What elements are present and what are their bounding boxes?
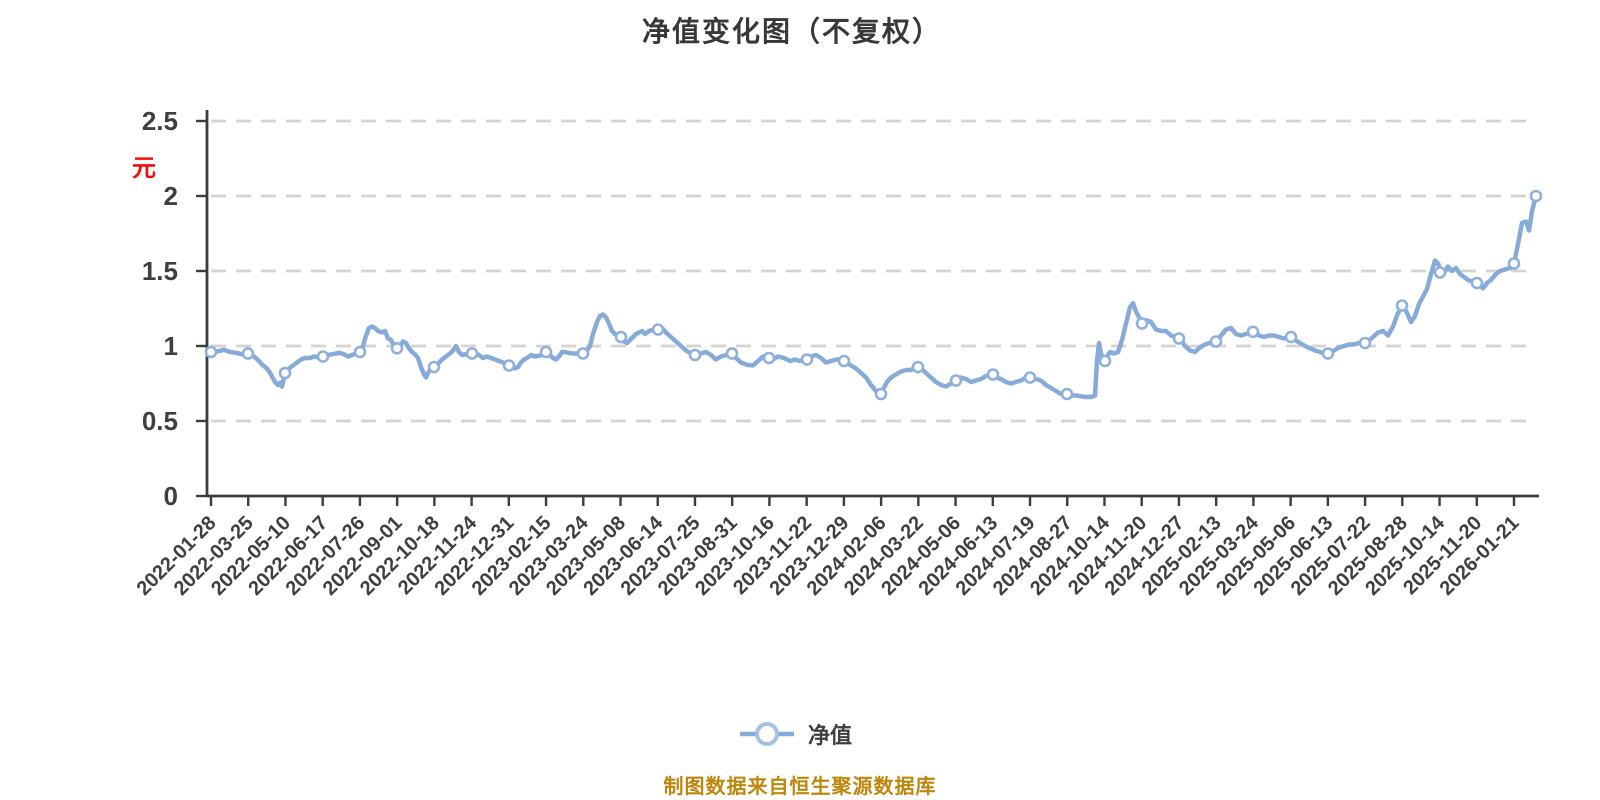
y-axis-unit-label: 元 bbox=[132, 155, 156, 182]
nav-marker bbox=[651, 323, 665, 336]
nav-marker bbox=[502, 359, 516, 372]
nav-marker bbox=[576, 347, 590, 360]
y-tick-label: 2 bbox=[164, 181, 178, 211]
nav-marker bbox=[986, 368, 1000, 381]
nav-marker bbox=[725, 347, 739, 360]
nav-marker bbox=[1098, 354, 1112, 368]
nav-marker bbox=[390, 341, 404, 355]
nav-marker bbox=[1470, 276, 1484, 290]
nav-marker bbox=[278, 366, 292, 380]
y-tick-label: 1.5 bbox=[142, 256, 178, 286]
nav-marker bbox=[204, 345, 218, 359]
y-tick-label: 2.5 bbox=[142, 106, 178, 136]
nav-marker bbox=[911, 360, 925, 374]
legend-label: 净值 bbox=[808, 723, 853, 748]
data-source-note: 制图数据来自恒生聚源数据库 bbox=[663, 776, 937, 798]
nav-marker bbox=[874, 387, 888, 401]
nav-marker bbox=[1529, 189, 1543, 203]
nav-marker bbox=[1023, 371, 1037, 384]
nav-marker bbox=[1060, 387, 1074, 401]
nav-marker bbox=[614, 330, 628, 344]
nav-marker bbox=[1358, 336, 1372, 350]
page-title: 净值变化图（不复权） bbox=[641, 16, 942, 47]
y-tick-label: 0.5 bbox=[142, 406, 178, 436]
nav-marker bbox=[688, 348, 702, 362]
nav-marker bbox=[1284, 330, 1298, 344]
nav-marker bbox=[949, 374, 963, 387]
nav-marker bbox=[241, 347, 255, 360]
nav-marker bbox=[1209, 335, 1223, 348]
nav-marker bbox=[1507, 257, 1521, 270]
nav-marker bbox=[1135, 317, 1149, 330]
y-tick-label: 1 bbox=[164, 331, 178, 361]
y-tick-label: 0 bbox=[164, 481, 178, 511]
nav-marker bbox=[539, 345, 553, 359]
legend: 净值 bbox=[740, 712, 852, 756]
nav-marker bbox=[762, 351, 776, 365]
nav-line bbox=[208, 193, 1539, 400]
nav-marker bbox=[427, 360, 441, 374]
nav-marker bbox=[316, 350, 330, 363]
nav-marker bbox=[800, 353, 814, 366]
nav-marker bbox=[1321, 347, 1335, 360]
nav-marker bbox=[1172, 332, 1186, 345]
nav-marker bbox=[353, 345, 367, 359]
legend-marker-icon bbox=[740, 722, 794, 746]
nav-marker bbox=[1246, 325, 1260, 339]
nav-marker bbox=[1433, 266, 1447, 279]
nav-marker bbox=[837, 354, 851, 368]
nav-marker bbox=[465, 347, 479, 360]
nav-marker bbox=[1395, 299, 1409, 312]
